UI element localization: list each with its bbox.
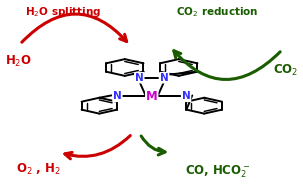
Text: CO$_2$ reduction: CO$_2$ reduction [176,5,259,19]
Text: CO$_2$: CO$_2$ [272,63,298,78]
Text: CO, HCO$_2^-$: CO, HCO$_2^-$ [185,163,250,180]
Text: N: N [113,91,122,101]
Text: H$_2$O splitting: H$_2$O splitting [25,5,102,19]
Text: M: M [146,90,158,103]
Text: N: N [160,73,169,83]
Text: H$_2$O: H$_2$O [5,53,32,69]
Text: O$_2$ , H$_2$: O$_2$ , H$_2$ [15,162,60,177]
Text: N: N [135,73,144,83]
Text: N: N [182,91,191,101]
